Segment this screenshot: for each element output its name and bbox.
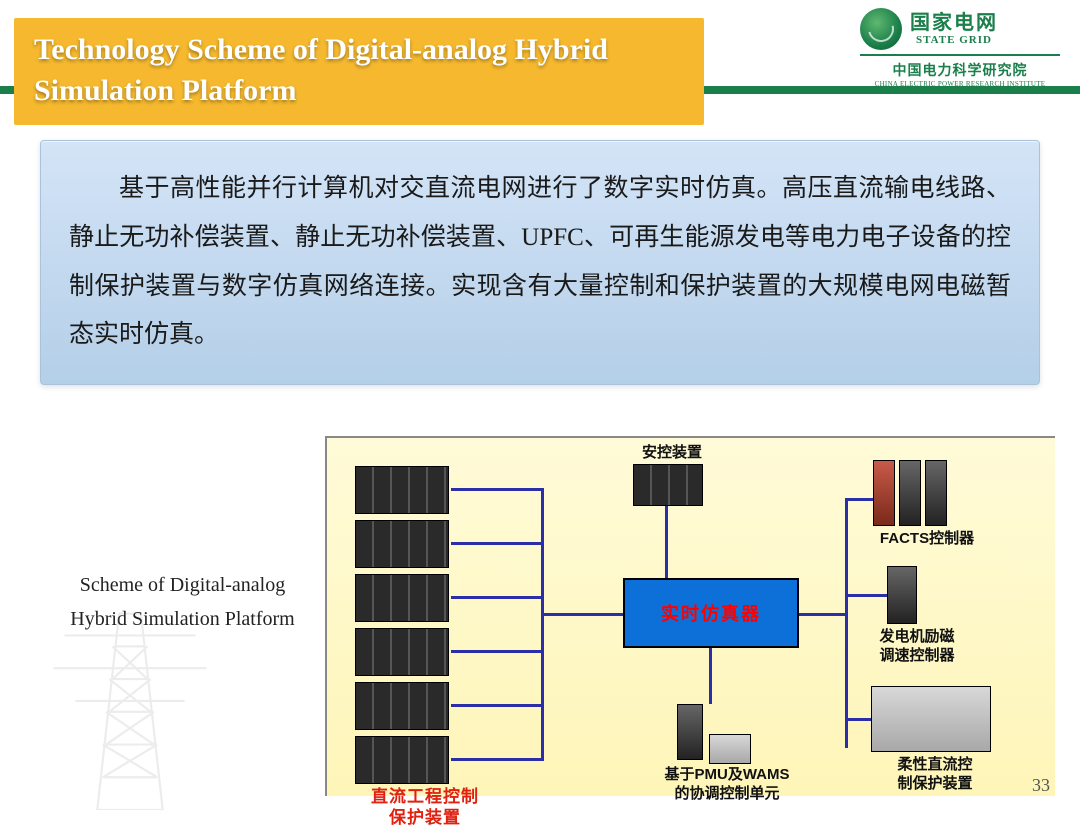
wire — [451, 596, 543, 599]
wire — [665, 506, 668, 578]
rack-left-5 — [355, 682, 449, 730]
scheme-diagram: 实时仿真器 安控装置 FACTS控制器 发电机励磁 调速控制器 柔性直流控 制保… — [325, 436, 1055, 796]
title-text: Technology Scheme of Digital-analog Hybr… — [34, 33, 608, 107]
logo-sub-cn: 中国电力科学研究院 — [860, 60, 1060, 80]
label-gen: 发电机励磁 调速控制器 — [857, 628, 977, 666]
page-number: 33 — [1032, 775, 1050, 796]
wire — [799, 613, 847, 616]
label-top: 安控装置 — [627, 444, 717, 463]
cabinet-pmu — [677, 704, 703, 760]
logo-sub-en: CHINA ELECTRIC POWER RESEARCH INSTITUTE — [860, 80, 1060, 88]
cabinet-gen — [887, 566, 917, 624]
cabinet-facts-2 — [899, 460, 921, 526]
simulator-box: 实时仿真器 — [623, 578, 799, 648]
monitor-pmu — [709, 734, 751, 764]
label-left-racks: 直流工程控制 保护装置 — [345, 786, 505, 829]
rack-left-1 — [355, 466, 449, 514]
logo-text-block: 国家电网 STATE GRID — [910, 12, 998, 46]
wire — [541, 488, 544, 761]
wire — [845, 594, 887, 597]
slide-title: Technology Scheme of Digital-analog Hybr… — [14, 18, 704, 125]
logo-area: 国家电网 STATE GRID 中国电力科学研究院 CHINA ELECTRIC… — [860, 8, 1060, 88]
wire — [845, 718, 871, 721]
wire — [451, 488, 543, 491]
cabinet-flexdc — [871, 686, 991, 752]
wire — [709, 648, 712, 704]
cabinet-facts-3 — [925, 460, 947, 526]
wire — [451, 704, 543, 707]
rack-left-3 — [355, 574, 449, 622]
label-pmu: 基于PMU及WAMS 的协调控制单元 — [637, 766, 817, 804]
label-flexdc: 柔性直流控 制保护装置 — [875, 756, 995, 794]
cabinet-facts-1 — [873, 460, 895, 526]
simulator-label: 实时仿真器 — [661, 600, 761, 626]
wire — [541, 613, 623, 616]
logo-en: STATE GRID — [910, 34, 998, 46]
rack-top — [633, 464, 703, 506]
rack-left-2 — [355, 520, 449, 568]
rack-left-4 — [355, 628, 449, 676]
logo-subtitle: 中国电力科学研究院 CHINA ELECTRIC POWER RESEARCH … — [860, 54, 1060, 88]
label-facts: FACTS控制器 — [857, 530, 997, 549]
state-grid-logo-icon — [860, 8, 902, 50]
wire — [451, 542, 543, 545]
wire — [845, 498, 848, 748]
diagram-caption: Scheme of Digital-analog Hybrid Simulati… — [50, 568, 315, 636]
logo-row: 国家电网 STATE GRID — [860, 8, 1060, 50]
wire — [845, 498, 873, 501]
wire — [451, 650, 543, 653]
rack-left-6 — [355, 736, 449, 784]
body-paragraph: 基于高性能并行计算机对交直流电网进行了数字实时仿真。高压直流输电线路、静止无功补… — [40, 140, 1040, 385]
logo-cn: 国家电网 — [910, 12, 998, 34]
wire — [451, 758, 543, 761]
